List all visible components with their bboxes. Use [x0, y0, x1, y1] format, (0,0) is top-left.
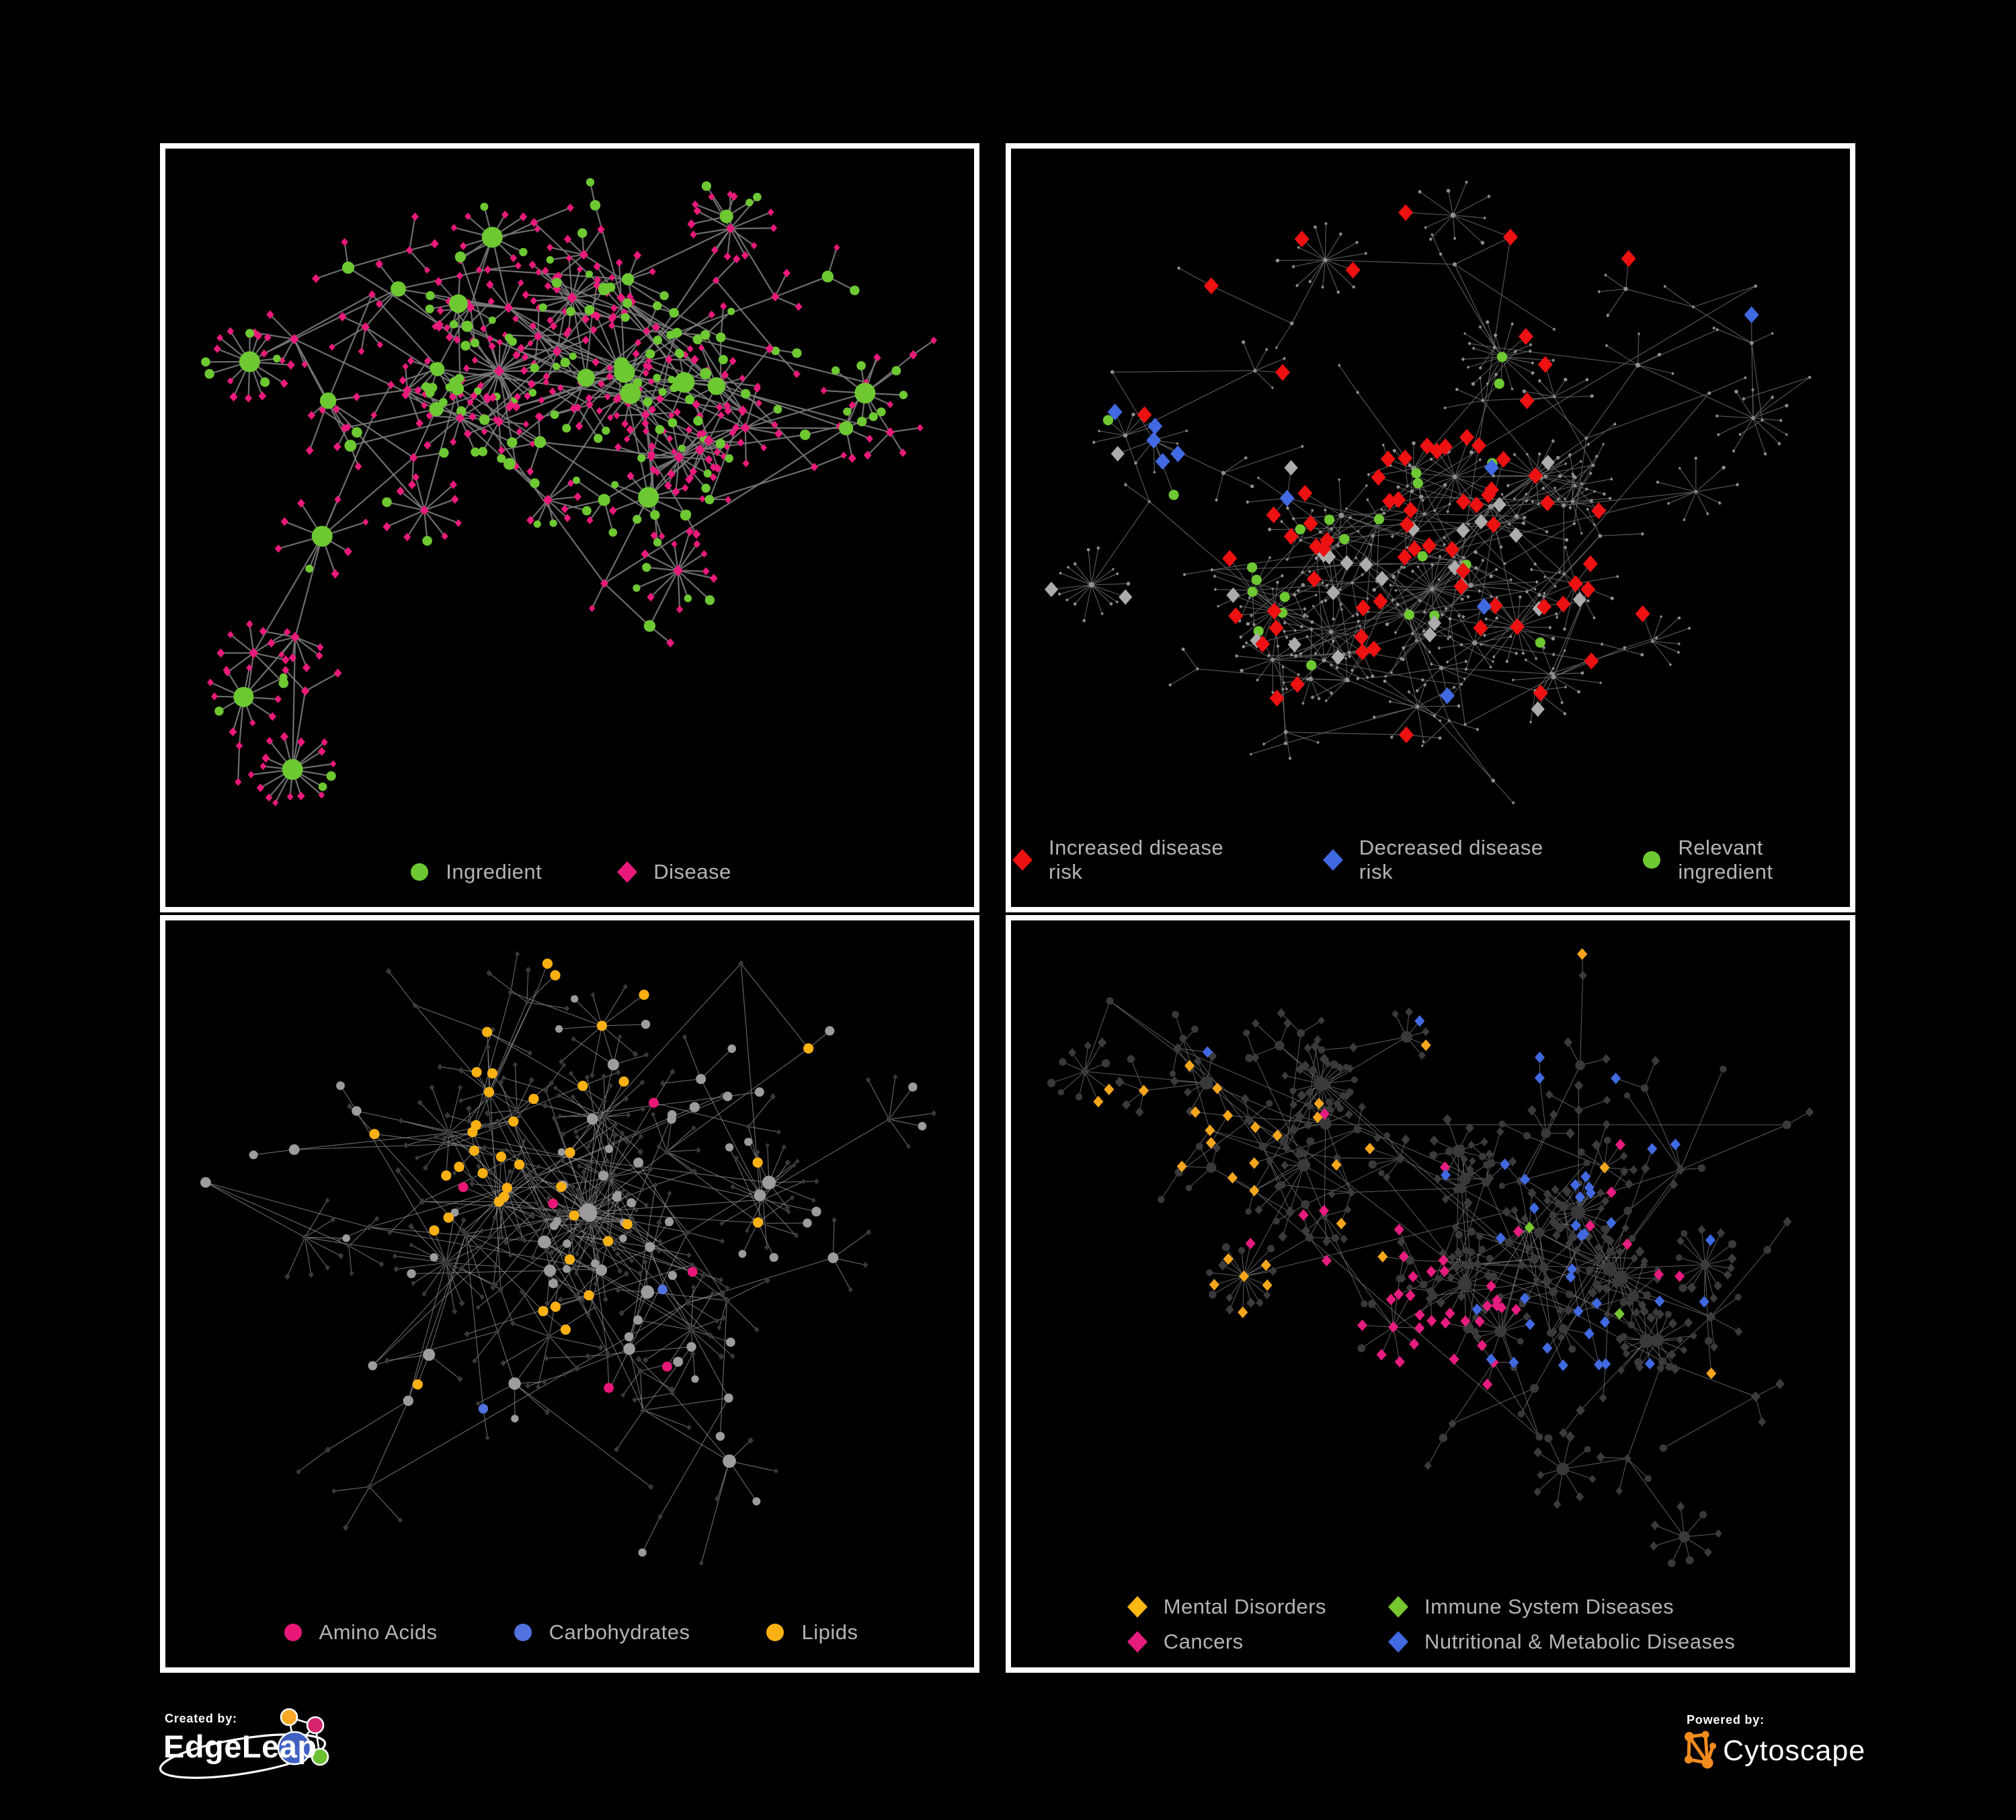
edgeleap-logo: Created by: EdgeLeap — [157, 1706, 338, 1786]
powered-by-label: Powered by: — [1687, 1713, 1765, 1727]
disease-category-graph — [1047, 948, 1814, 1567]
cytoscape-network-icon — [1685, 1731, 1716, 1769]
edgeleap-wordmark: EdgeLeap — [163, 1729, 317, 1764]
ingredient-disease-graph — [201, 177, 937, 807]
graph-nodes — [1044, 180, 1812, 805]
created-by-label: Created by: — [165, 1712, 237, 1725]
panel-nutrient-class-network: Amino Acids Carbohydrates Lipids — [160, 915, 979, 1673]
nutrient-class-graph — [200, 951, 937, 1566]
cytoscape-wordmark: Cytoscape — [1723, 1735, 1866, 1767]
panel-disease-risk-network: Increased disease risk Decreased disease … — [1006, 143, 1855, 912]
disease-risk-graph — [1044, 180, 1812, 805]
panel-disease-category-network: Mental Disorders Immune System Diseases Ca… — [1006, 915, 1855, 1673]
panel-ingredient-disease-network: Ingredient Disease — [160, 143, 979, 912]
cytoscape-logo: Powered by: Cytoscape — [1683, 1713, 1865, 1780]
graph-nodes — [201, 177, 937, 807]
panel-grid: Ingredient Disease Increased disease risk… — [160, 143, 1855, 1673]
graph-nodes — [200, 951, 937, 1566]
graph-nodes — [1047, 948, 1814, 1567]
edgeleap-network-icon — [159, 1708, 329, 1779]
